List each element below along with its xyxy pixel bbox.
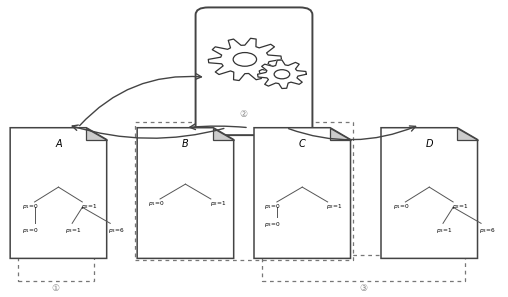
Text: $p_2$=1: $p_2$=1	[81, 202, 98, 211]
Text: ②: ②	[240, 110, 248, 119]
Circle shape	[233, 53, 257, 66]
Polygon shape	[137, 128, 234, 258]
Polygon shape	[208, 38, 281, 80]
Polygon shape	[258, 60, 306, 89]
Polygon shape	[86, 128, 107, 140]
Text: C: C	[299, 139, 306, 149]
Text: $p_1$=0: $p_1$=0	[22, 202, 39, 211]
Polygon shape	[213, 128, 234, 140]
Text: ③: ③	[359, 284, 367, 293]
Text: $p_1$=0: $p_1$=0	[148, 199, 164, 208]
Text: A: A	[55, 139, 62, 149]
Polygon shape	[330, 128, 351, 140]
Text: $p_3$=1: $p_3$=1	[436, 226, 452, 235]
Bar	[262, 255, 465, 281]
Polygon shape	[10, 128, 107, 258]
FancyBboxPatch shape	[196, 7, 312, 135]
Text: $p_2$=1: $p_2$=1	[452, 202, 468, 211]
Text: $p_1$=0: $p_1$=0	[393, 202, 409, 211]
Text: $p_2$=1: $p_2$=1	[327, 202, 343, 211]
Text: D: D	[426, 139, 433, 149]
Polygon shape	[254, 128, 351, 258]
Text: ①: ①	[52, 284, 60, 293]
Text: $p_1$=0: $p_1$=0	[265, 202, 281, 211]
Text: $p_3$=1: $p_3$=1	[65, 226, 81, 235]
Circle shape	[274, 70, 290, 79]
Text: $p_3$=6: $p_3$=6	[108, 226, 124, 235]
Text: $p_2$=1: $p_2$=1	[210, 199, 226, 208]
Text: $p_3$=6: $p_3$=6	[479, 226, 495, 235]
Text: B: B	[182, 139, 189, 149]
Text: $p_1$=0: $p_1$=0	[22, 226, 39, 235]
Polygon shape	[381, 128, 478, 258]
Text: $p_3$=0: $p_3$=0	[265, 220, 281, 229]
Bar	[135, 122, 353, 260]
Polygon shape	[457, 128, 478, 140]
Bar	[18, 255, 94, 281]
